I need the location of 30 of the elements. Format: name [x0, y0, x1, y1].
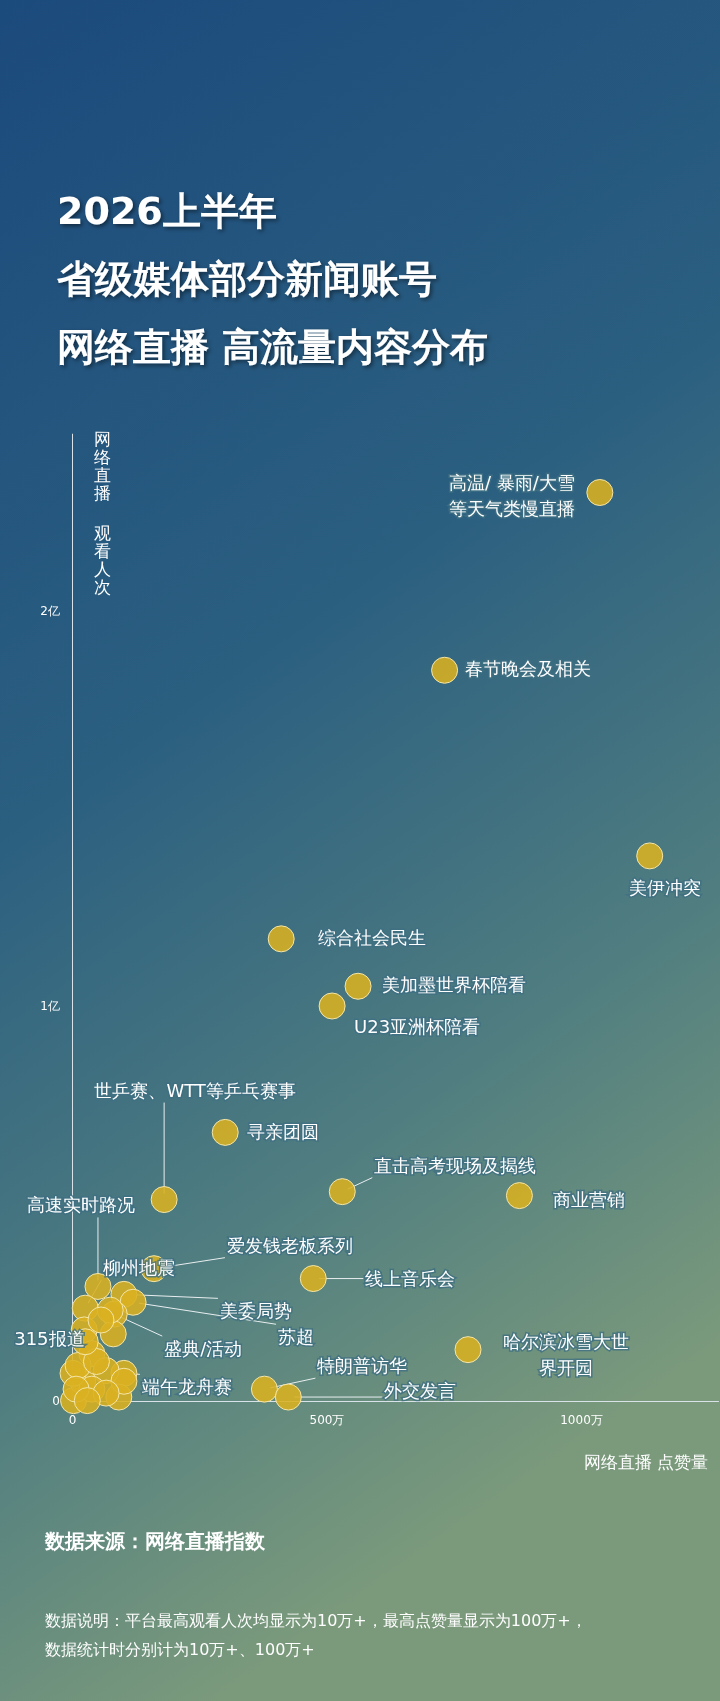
annotation: 世乒赛、WTT等乒乓赛事 [94, 1079, 296, 1101]
y-tick-label: 2亿 [40, 604, 60, 619]
annotation: 线上音乐会 [365, 1267, 456, 1289]
annotation: 综合社会民生 [318, 926, 427, 948]
x-tick-label: 1000万 [560, 1412, 603, 1427]
y-tick-label: 1亿 [40, 999, 60, 1014]
annotation: 高温/ 暴雨/大雪等天气类慢直播 [448, 471, 575, 519]
annotation: 爱发钱老板系列 [226, 1234, 353, 1256]
source-note: 数据来源：网络直播指数 [44, 1529, 266, 1553]
x-tick-label: 0 [68, 1412, 77, 1427]
annotation: 商业营销 [553, 1188, 626, 1210]
annotation: 美委局势 [219, 1300, 292, 1322]
annotation: U23亚洲杯陪看 [354, 1016, 481, 1037]
annotation: 端午龙舟赛 [141, 1376, 232, 1398]
y-tick-label: 0 [52, 1394, 60, 1409]
x-axis-title: 网络直播 点赞量 [583, 1452, 708, 1472]
annotation: 美加墨世界杯陪看 [382, 974, 527, 996]
text: 数据说明：平台最高观看人次均显示为10万+，最高点赞量显示为100万+，数据统计时分别计为10万+、100万+ [45, 1611, 587, 1659]
chart-title: 2026上半年省级媒体部分新闻账号网络直播 高流量内容分布 [56, 189, 489, 369]
x-tick-label: 500万 [309, 1412, 345, 1427]
annotation: 春节晚会及相关 [464, 658, 591, 680]
y-axis-title: 网络直播观看人次 [93, 429, 111, 597]
annotation: 直击高考现场及揭线 [374, 1154, 537, 1176]
annotation: 外交发言 [384, 1380, 457, 1402]
annotation: 寻亲团圆 [247, 1121, 320, 1143]
annotation: 哈尔滨冰雪大世界开园 [503, 1330, 629, 1378]
annotation: 美伊冲突 [628, 876, 701, 898]
annotation: 苏超 [278, 1326, 315, 1348]
annotation: 盛典/活动 [164, 1338, 243, 1360]
annotation: 特朗普访华 [317, 1355, 408, 1377]
